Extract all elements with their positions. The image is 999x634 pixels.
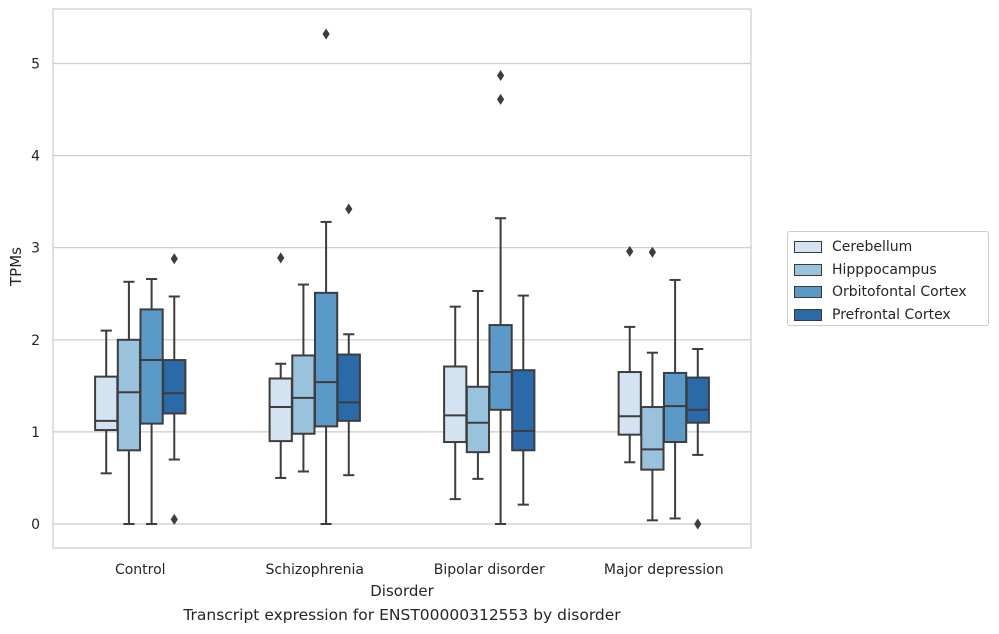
outlier-point <box>345 203 353 215</box>
box-3-1 <box>336 203 361 477</box>
outlier-point <box>694 518 702 530</box>
box-iqr <box>640 406 665 471</box>
box-1-2 <box>465 289 491 480</box>
y-axis-label: TPMs <box>7 247 25 287</box>
box-1-3 <box>640 246 665 522</box>
box-iqr <box>617 371 642 436</box>
outlier-point <box>277 252 285 264</box>
box-iqr <box>685 376 710 424</box>
legend-swatch <box>794 241 822 254</box>
y-axis-ticks: 0 1 2 3 4 5 <box>31 57 40 534</box>
box-3-3 <box>685 348 710 530</box>
box-0-1 <box>268 252 293 479</box>
legend-label: Prefrontal Cortex <box>832 306 951 323</box>
plot-frame <box>52 8 752 549</box>
x-tick-label: Control <box>115 562 166 578</box>
outlier-point <box>170 513 178 525</box>
legend-swatch <box>794 308 822 321</box>
outlier-point <box>322 28 330 40</box>
legend-item-prefrontal: Prefrontal Cortex <box>794 304 988 327</box>
box-iqr <box>94 375 119 432</box>
y-tick-label: 5 <box>31 57 40 73</box>
legend-swatch <box>794 286 822 299</box>
box-series <box>94 28 710 530</box>
x-tick-label: Schizophrenia <box>266 562 364 578</box>
box-iqr <box>313 291 339 428</box>
box-iqr <box>268 377 293 443</box>
y-tick-label: 0 <box>31 517 40 533</box>
legend-item-hippocampus: Hipppocampus <box>794 259 988 282</box>
box-1-1 <box>291 283 316 473</box>
box-2-0 <box>139 278 164 525</box>
box-0-3 <box>617 245 642 464</box>
box-2-3 <box>662 278 688 520</box>
figure-caption: Transcript expression for ENST0000031255… <box>183 606 621 624</box>
box-iqr <box>465 385 491 454</box>
gridlines <box>53 62 751 525</box>
outlier-point <box>626 245 634 257</box>
box-iqr <box>139 308 164 425</box>
box-iqr <box>291 354 316 435</box>
legend-item-orbitofrontal: Orbitofontal Cortex <box>794 281 988 304</box>
legend-item-cerebellum: Cerebellum <box>794 236 988 259</box>
legend-label: Cerebellum <box>832 239 913 256</box>
outlier-point <box>496 93 505 105</box>
box-0-2 <box>443 305 468 501</box>
box-iqr <box>116 338 142 452</box>
y-tick-label: 3 <box>31 241 40 257</box>
box-iqr <box>662 371 688 444</box>
legend-label: Hipppocampus <box>832 261 937 278</box>
legend: Cerebellum Hipppocampus Orbitofontal Cor… <box>787 231 989 326</box>
outlier-point <box>496 69 505 81</box>
box-0-0 <box>94 329 119 475</box>
outlier-point <box>170 253 178 265</box>
box-iqr <box>336 353 361 422</box>
outlier-point <box>648 246 657 258</box>
box-iqr <box>511 369 536 452</box>
box-3-0 <box>162 253 187 525</box>
x-tick-label: Bipolar disorder <box>434 562 545 578</box>
box-iqr <box>488 324 513 411</box>
box-1-0 <box>116 280 142 525</box>
box-iqr <box>443 365 468 444</box>
x-tick-label: Major depression <box>604 562 724 578</box>
box-3-2 <box>511 294 536 506</box>
box-iqr <box>162 359 187 415</box>
legend-label: Orbitofontal Cortex <box>832 284 967 301</box>
y-tick-label: 1 <box>31 425 40 441</box>
y-tick-label: 2 <box>31 333 40 349</box>
legend-swatch <box>794 263 822 276</box>
x-axis-label: Disorder <box>370 582 434 600</box>
x-axis-ticks: Control Schizophrenia Bipolar disorder Majo… <box>115 562 724 578</box>
box-2-2 <box>488 69 513 525</box>
box-2-1 <box>313 28 339 525</box>
y-tick-label: 4 <box>31 149 40 165</box>
